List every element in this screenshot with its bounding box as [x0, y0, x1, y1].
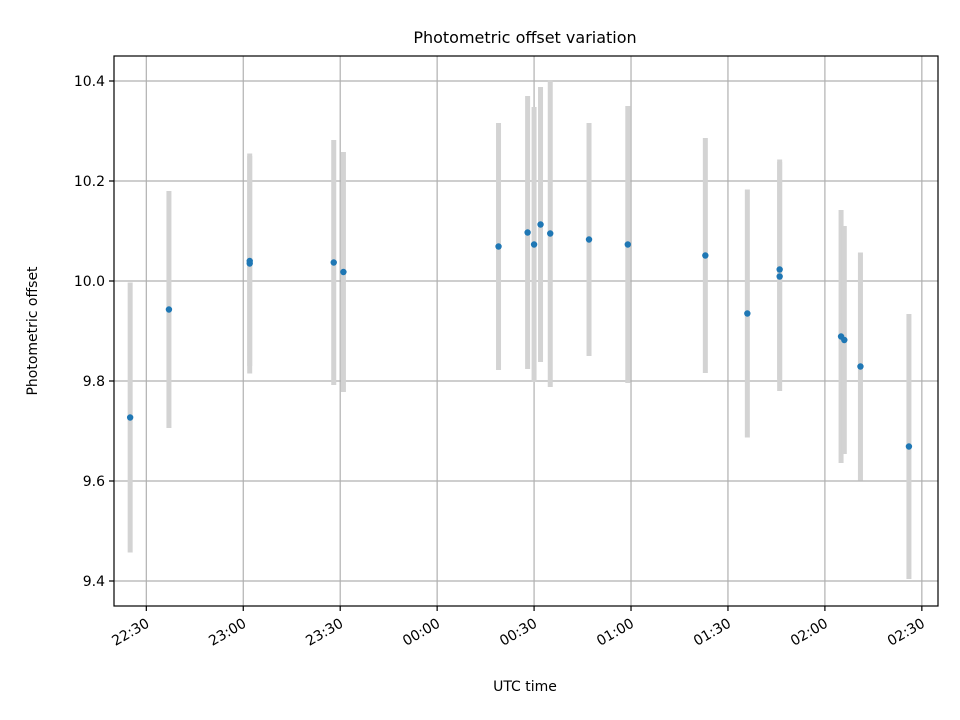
data-point [165, 306, 173, 313]
data-point [841, 336, 848, 344]
data-point [126, 414, 134, 421]
data-point [530, 241, 538, 248]
y-axis-label: Photometric offset [25, 266, 41, 396]
data-points [126, 221, 913, 450]
data-point [776, 273, 783, 280]
y-tick-label: 10.0 [74, 274, 105, 290]
y-tick-label: 9.4 [83, 574, 105, 590]
y-tick-label: 10.2 [74, 174, 105, 190]
plot-frame [113, 55, 939, 607]
y-tick-label: 10.4 [74, 74, 105, 90]
x-axis-label: UTC time [493, 679, 557, 695]
data-point [905, 443, 913, 450]
data-point [547, 230, 554, 237]
data-point [776, 266, 783, 273]
data-point [340, 268, 347, 276]
data-point [330, 259, 337, 266]
chart-title: Photometric offset variation [413, 28, 636, 47]
data-point [702, 252, 709, 259]
data-point [495, 243, 502, 250]
data-point [624, 241, 631, 248]
data-point [585, 236, 593, 243]
data-point [537, 221, 544, 228]
y-tick-label: 9.6 [83, 474, 105, 490]
y-tick-label: 9.8 [83, 374, 105, 390]
data-point [246, 260, 253, 267]
y-axis-ticks: 9.4 9.6 9.8 10.0 10.2 10.4 [74, 74, 114, 590]
data-point [524, 229, 531, 236]
data-point [744, 310, 751, 317]
data-point [857, 363, 864, 370]
